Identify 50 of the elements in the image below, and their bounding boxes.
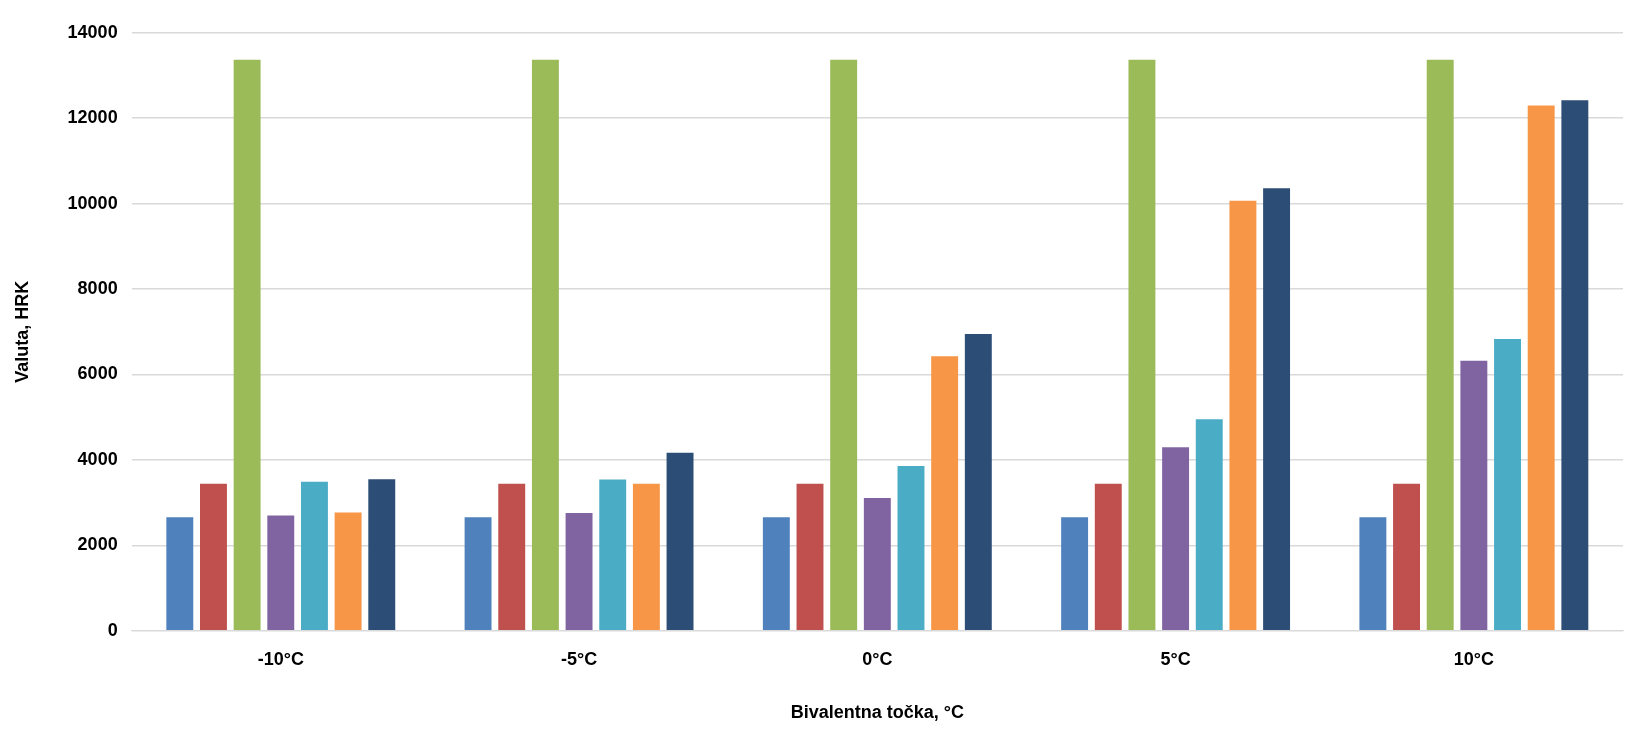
bar — [1162, 447, 1190, 631]
y-tick-label: 12000 — [67, 107, 118, 128]
bar — [830, 59, 858, 631]
bar — [796, 483, 824, 631]
y-tick-label: 4000 — [77, 448, 118, 469]
bar — [498, 483, 526, 631]
bar — [1527, 105, 1555, 631]
bar — [464, 517, 492, 631]
bar — [565, 512, 593, 631]
bar — [964, 333, 992, 631]
x-tick-label: -5°C — [560, 648, 598, 669]
bar — [762, 517, 790, 631]
x-tick-label: 10°C — [1453, 648, 1494, 669]
bar — [1229, 200, 1257, 631]
bar — [200, 483, 227, 631]
bar — [1094, 483, 1122, 631]
bar — [632, 483, 660, 631]
bar — [531, 59, 559, 631]
x-axis-title: Bivalentna točka, °C — [790, 702, 964, 723]
bar — [267, 515, 295, 631]
bar — [1128, 59, 1156, 631]
bar — [1195, 419, 1223, 631]
bar — [1426, 59, 1454, 631]
bar — [1393, 483, 1421, 631]
x-tick-label: -10°C — [257, 648, 304, 669]
bar — [599, 479, 627, 631]
bar — [1359, 517, 1387, 631]
bar — [300, 481, 328, 631]
bar — [334, 512, 362, 631]
bar — [233, 59, 261, 631]
bar — [1460, 360, 1488, 631]
bar — [368, 479, 396, 631]
bar — [897, 465, 925, 631]
x-tick-label: 0°C — [862, 648, 893, 669]
y-tick-label: 8000 — [77, 278, 118, 299]
bar — [1561, 100, 1589, 631]
bar — [1061, 517, 1089, 631]
x-tick-label: 5°C — [1160, 648, 1191, 669]
bar — [863, 497, 891, 631]
bar — [1263, 188, 1291, 631]
bar — [1494, 339, 1521, 631]
bar — [931, 356, 959, 631]
y-axis-title: Valuta, HRK — [11, 280, 32, 383]
y-tick-label: 10000 — [67, 192, 118, 213]
y-tick-label: 0 — [107, 619, 118, 640]
y-tick-label: 14000 — [67, 21, 118, 42]
y-tick-label: 6000 — [77, 363, 118, 384]
y-tick-label: 2000 — [77, 534, 118, 555]
bar — [666, 452, 694, 631]
bar — [166, 517, 194, 631]
